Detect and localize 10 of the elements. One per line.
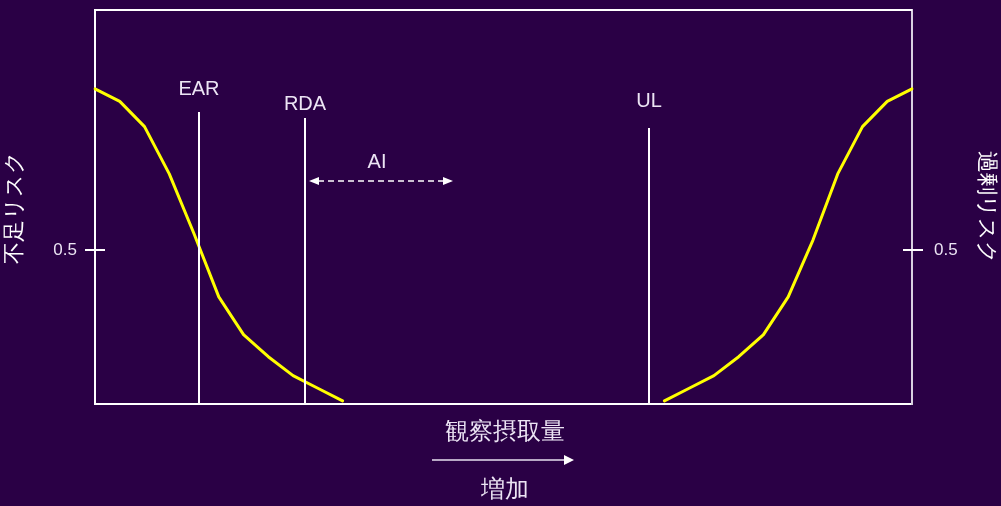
text: 増加 [480, 474, 529, 502]
y-axis-title: 不足リスク [1, 150, 27, 264]
annotation: RDA [283, 91, 327, 114]
annotation: UL [636, 88, 662, 111]
y2-axis-title: 過剰リスク [974, 150, 1000, 264]
annotation: AI [367, 149, 387, 172]
x-axis-title: 観察摂取量 [445, 416, 565, 444]
text: 0.5 [53, 239, 77, 259]
annotation: EAR [178, 76, 220, 99]
text: 0.5 [934, 239, 958, 259]
